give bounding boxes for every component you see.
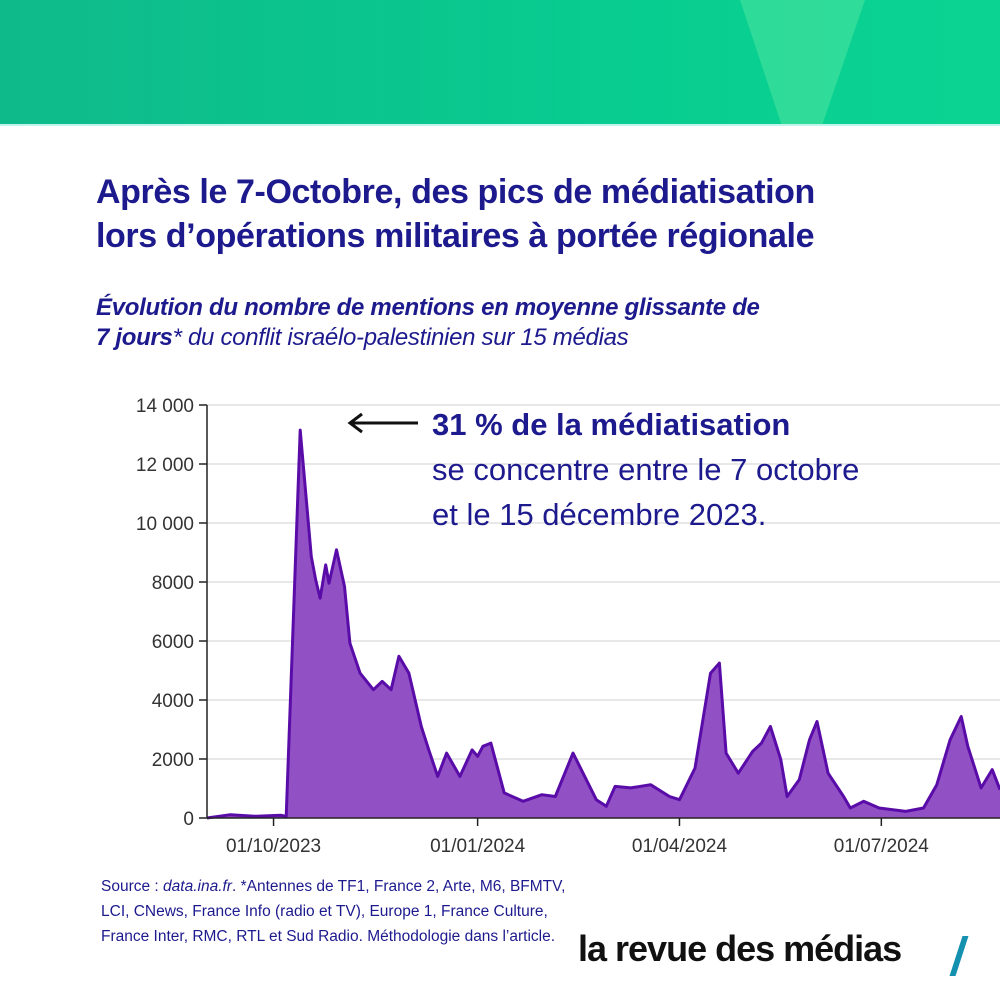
page-title: Après le 7-Octobre, des pics de médiatis… — [96, 170, 815, 258]
annotation-line-3: et le 15 décembre 2023. — [432, 497, 767, 532]
series-line — [206, 428, 1000, 820]
y-tick-label: 4000 — [152, 691, 194, 712]
subtitle-line-1: Évolution du nombre de mentions en moyen… — [96, 294, 760, 321]
brand-logo: la revue des médias — [578, 928, 902, 969]
title-line-2: lors d’opérations militaires à portée ré… — [96, 217, 815, 255]
annotation-headline: 31 % de la médiatisation — [432, 407, 791, 442]
subtitle-rest: * du conflit israélo-palestinien sur 15 … — [172, 324, 629, 351]
area-fill — [207, 430, 1000, 818]
x-tick-label: 01/01/2024 — [430, 836, 526, 857]
x-tick-label: 01/10/2023 — [226, 836, 321, 857]
subtitle-line-2: 7 jours* du conflit israélo-palestinien … — [96, 323, 760, 353]
x-tick-label: 01/07/2024 — [834, 836, 930, 857]
y-tick-label: 0 — [183, 809, 194, 830]
source-label: Source : — [101, 878, 164, 895]
source-note: Source : data.ina.fr. *Antennes de TF1, … — [101, 874, 571, 949]
x-tick-label: 01/04/2024 — [632, 836, 728, 857]
y-tick-label: 8000 — [152, 573, 194, 594]
source-detail: . *Antennes de TF1, France 2, Arte, M6, … — [101, 878, 566, 945]
title-line-1: Après le 7-Octobre, des pics de médiatis… — [96, 173, 815, 211]
y-tick-label: 6000 — [152, 632, 194, 653]
y-tick-label: 10 000 — [136, 514, 194, 535]
chart-annotation: 31 % de la médiatisation se concentre en… — [432, 402, 859, 537]
y-tick-label: 12 000 — [136, 455, 194, 476]
annotation-line-2: se concentre entre le 7 octobre — [432, 452, 860, 487]
subtitle-bold: 7 jours — [96, 324, 173, 351]
y-tick-label: 14 000 — [136, 396, 194, 417]
source-site: data.ina.fr — [163, 878, 232, 895]
header-banner — [0, 0, 1000, 126]
subtitle: Évolution du nombre de mentions en moyen… — [96, 293, 760, 353]
y-tick-label: 2000 — [152, 750, 194, 771]
